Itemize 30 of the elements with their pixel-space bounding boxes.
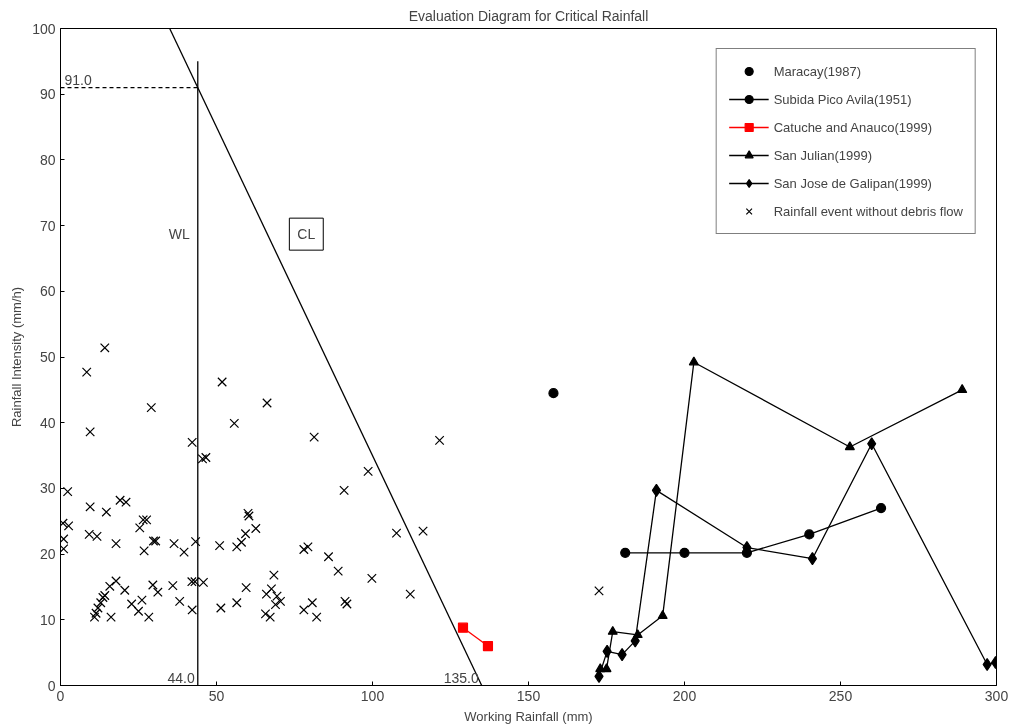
x-tick-label: 150 <box>516 687 541 704</box>
annotation: 135.0 <box>443 669 479 686</box>
y-tick-label: 100 <box>32 20 56 37</box>
y-tick-label: 70 <box>39 217 56 234</box>
legend-label: Maracay(1987) <box>773 63 862 79</box>
x-tick-label: 100 <box>360 687 385 704</box>
annotation: 91.0 <box>64 71 92 88</box>
y-axis-title: Rainfall Intensity (mm/h) <box>9 286 25 428</box>
x-tick-label: 300 <box>984 687 1009 704</box>
annotation: 44.0 <box>167 669 195 686</box>
x-tick-label: 50 <box>208 687 225 704</box>
legend-label: San Julian(1999) <box>773 147 872 163</box>
x-tick-label: 250 <box>828 687 853 704</box>
y-tick-label: 10 <box>39 611 56 628</box>
legend-label: Rainfall event without debris flow <box>773 203 963 219</box>
y-tick-label: 90 <box>39 86 56 103</box>
chart-title: Evaluation Diagram for Critical Rainfall <box>408 7 649 24</box>
legend-label: Catuche and Anauco(1999) <box>773 119 932 135</box>
series-label: CL <box>297 226 316 243</box>
series-label: WL <box>168 226 190 243</box>
x-axis-title: Working Rainfall (mm) <box>464 708 593 724</box>
legend-label: San Jose de Galipan(1999) <box>773 175 932 191</box>
y-tick-label: 40 <box>39 414 56 431</box>
x-tick-label: 200 <box>672 687 697 704</box>
y-tick-label: 50 <box>39 349 56 365</box>
y-tick-label: 60 <box>39 283 56 300</box>
y-tick-label: 80 <box>39 151 56 168</box>
legend-label: Subida Pico Avila(1951) <box>773 91 912 107</box>
y-tick-label: 30 <box>39 480 56 497</box>
y-tick-label: 20 <box>39 546 56 563</box>
